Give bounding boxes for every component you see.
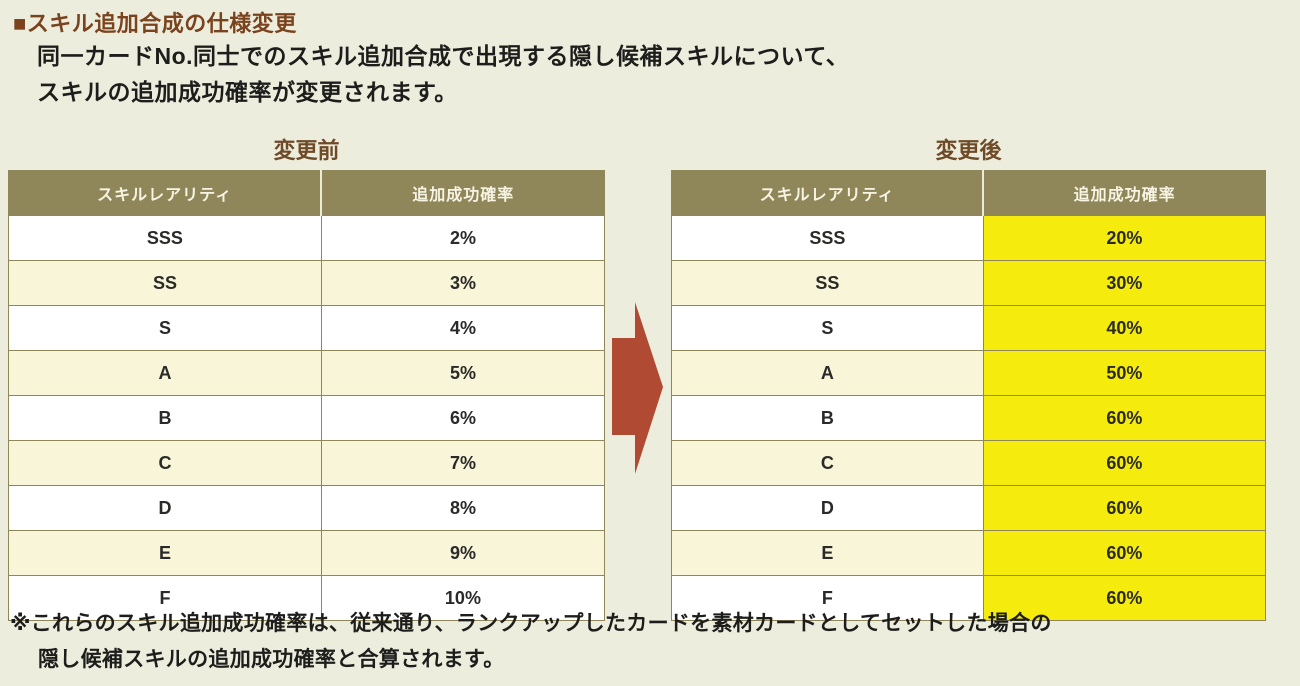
table-row: B 60% — [671, 395, 1267, 441]
table-row: B 6% — [8, 395, 606, 441]
right-arrow-icon — [608, 298, 666, 478]
table-row: D 8% — [8, 485, 606, 531]
intro-text: 同一カードNo.同士でのスキル追加合成で出現する隠し候補スキルについて、 スキル… — [37, 38, 849, 110]
rarity-cell: S — [671, 305, 984, 351]
rarity-cell: A — [671, 350, 984, 396]
rate-cell: 60% — [982, 530, 1267, 576]
intro-line-1: 同一カードNo.同士でのスキル追加合成で出現する隠し候補スキルについて、 — [37, 43, 850, 69]
rate-cell: 30% — [982, 260, 1267, 306]
rarity-cell: B — [671, 395, 984, 441]
rate-cell: 5% — [320, 350, 606, 396]
rarity-cell: D — [8, 485, 322, 531]
rate-column-header: 追加成功確率 — [320, 170, 606, 216]
rarity-cell: B — [8, 395, 322, 441]
table-header-row: スキルレアリティ 追加成功確率 — [671, 170, 1267, 216]
rate-cell: 2% — [320, 215, 606, 261]
table-row: A 50% — [671, 350, 1267, 396]
rarity-cell: F — [671, 575, 984, 621]
rate-cell: 60% — [982, 485, 1267, 531]
page-title: ■スキル追加合成の仕様変更 — [13, 11, 297, 36]
footnote-line-1: ※これらのスキル追加成功確率は、従来通り、ランクアップしたカードを素材カードとし… — [10, 612, 1052, 635]
rarity-cell: E — [671, 530, 984, 576]
table-row: C 7% — [8, 440, 606, 486]
rate-cell: 40% — [982, 305, 1267, 351]
before-table-title: 変更前 — [273, 138, 340, 163]
rarity-cell: F — [8, 575, 322, 621]
before-table: スキルレアリティ 追加成功確率 SSS 2% SS 3% S 4% A 5% B 6% C… — [8, 170, 606, 621]
rate-cell: 9% — [320, 530, 606, 576]
table-header-row: スキルレアリティ 追加成功確率 — [8, 170, 606, 216]
rarity-cell: S — [8, 305, 322, 351]
rate-cell: 10% — [320, 575, 606, 621]
rate-cell: 8% — [320, 485, 606, 531]
table-row: S 40% — [671, 305, 1267, 351]
after-table: スキルレアリティ 追加成功確率 SSS 20% SS 30% S 40% A 50% B… — [671, 170, 1267, 621]
rarity-cell: SSS — [671, 215, 984, 261]
rarity-cell: D — [671, 485, 984, 531]
rarity-cell: SS — [671, 260, 984, 306]
rate-cell: 3% — [320, 260, 606, 306]
table-row: SSS 2% — [8, 215, 606, 261]
rate-column-header: 追加成功確率 — [982, 170, 1267, 216]
table-row: C 60% — [671, 440, 1267, 486]
intro-line-2: スキルの追加成功確率が変更されます。 — [37, 79, 458, 105]
rarity-cell: A — [8, 350, 322, 396]
rate-cell: 50% — [982, 350, 1267, 396]
table-row: S 4% — [8, 305, 606, 351]
rate-cell: 60% — [982, 395, 1267, 441]
rarity-cell: E — [8, 530, 322, 576]
table-row: SS 3% — [8, 260, 606, 306]
rate-cell: 4% — [320, 305, 606, 351]
rarity-cell: C — [8, 440, 322, 486]
rate-cell: 6% — [320, 395, 606, 441]
rate-cell: 7% — [320, 440, 606, 486]
after-table-title: 変更後 — [935, 138, 1002, 163]
rate-cell: 20% — [982, 215, 1267, 261]
table-row: E 9% — [8, 530, 606, 576]
rarity-column-header: スキルレアリティ — [8, 170, 322, 216]
rarity-cell: SSS — [8, 215, 322, 261]
table-row: SS 30% — [671, 260, 1267, 306]
rate-cell: 60% — [982, 575, 1267, 621]
rate-cell: 60% — [982, 440, 1267, 486]
table-row: SSS 20% — [671, 215, 1267, 261]
rarity-cell: C — [671, 440, 984, 486]
table-row: E 60% — [671, 530, 1267, 576]
table-row: F 10% — [8, 575, 606, 621]
rarity-cell: SS — [8, 260, 322, 306]
table-row: A 5% — [8, 350, 606, 396]
footnote-line-2: 隠し候補スキルの追加成功確率と合算されます。 — [38, 648, 505, 671]
table-row: D 60% — [671, 485, 1267, 531]
rarity-column-header: スキルレアリティ — [671, 170, 984, 216]
footnote: ※これらのスキル追加成功確率は、従来通り、ランクアップしたカードを素材カードとし… — [10, 606, 1052, 678]
table-row: F 60% — [671, 575, 1267, 621]
